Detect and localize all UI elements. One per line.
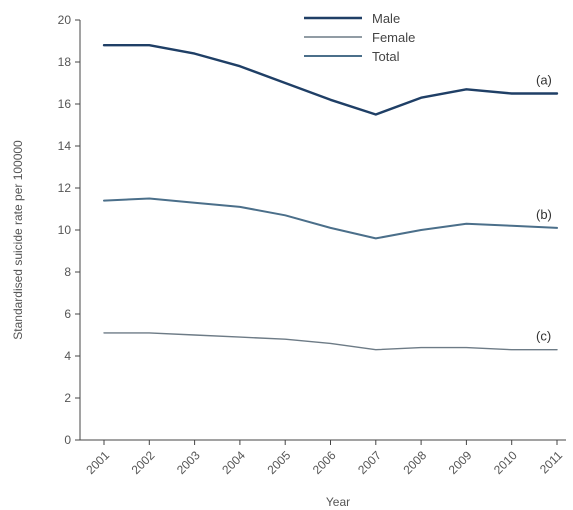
y-tick-label: 2 xyxy=(64,391,71,405)
series-lines xyxy=(102,44,559,351)
x-tick-label: 2001 xyxy=(83,448,112,477)
y-ticks: 0 2 4 6 8 10 12 14 16 18 20 xyxy=(58,13,80,447)
series-labels: (a) (c) (b) xyxy=(536,73,552,344)
x-tick-label: 2003 xyxy=(174,448,203,477)
legend: Male Female Total xyxy=(304,11,415,64)
x-tick-label: 2004 xyxy=(219,448,248,477)
legend-label-female: Female xyxy=(372,30,415,45)
x-ticks: 2001 2002 2003 2004 2005 2006 2007 2008 2009 2010… xyxy=(83,440,565,477)
y-tick-label: 20 xyxy=(58,13,72,27)
legend-label-male: Male xyxy=(372,11,400,26)
x-tick-label: 2010 xyxy=(491,448,520,477)
y-tick-label: 4 xyxy=(64,349,71,363)
legend-label-total: Total xyxy=(372,49,400,64)
series-line-male xyxy=(102,44,559,116)
series-line-total xyxy=(103,197,558,240)
x-tick-label: 2005 xyxy=(265,448,294,477)
x-tick-label: 2002 xyxy=(129,448,158,477)
x-tick-label: 2011 xyxy=(537,448,565,476)
series-line-female xyxy=(103,332,558,351)
x-tick-label: 2006 xyxy=(310,448,339,477)
x-tick-label: 2007 xyxy=(355,448,384,477)
y-tick-label: 10 xyxy=(58,223,72,237)
series-label-male: (a) xyxy=(536,73,552,88)
y-tick-label: 14 xyxy=(58,139,72,153)
y-tick-label: 12 xyxy=(58,181,72,195)
y-tick-label: 0 xyxy=(64,433,71,447)
axes xyxy=(79,20,566,441)
y-tick-label: 6 xyxy=(64,307,71,321)
x-tick-label: 2008 xyxy=(400,448,429,477)
y-tick-label: 8 xyxy=(64,265,71,279)
series-label-total: (b) xyxy=(536,207,552,222)
y-axis-title: Standardised suicide rate per 100000 xyxy=(11,140,25,340)
y-tick-label: 18 xyxy=(58,55,72,69)
y-tick-label: 16 xyxy=(58,97,72,111)
series-label-female: (c) xyxy=(536,329,551,344)
x-axis-title: Year xyxy=(326,495,350,509)
x-tick-label: 2009 xyxy=(446,448,475,477)
